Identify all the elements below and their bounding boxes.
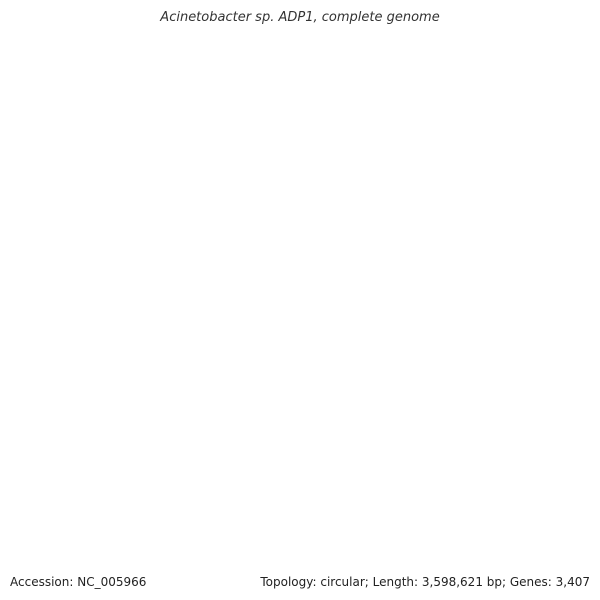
genome-title: Acinetobacter sp. ADP1, complete genome [160,10,440,25]
genome-summary-text: Topology: circular; Length: 3,598,621 bp… [260,575,590,589]
accession-text: Accession: NC_005966 [10,575,147,589]
